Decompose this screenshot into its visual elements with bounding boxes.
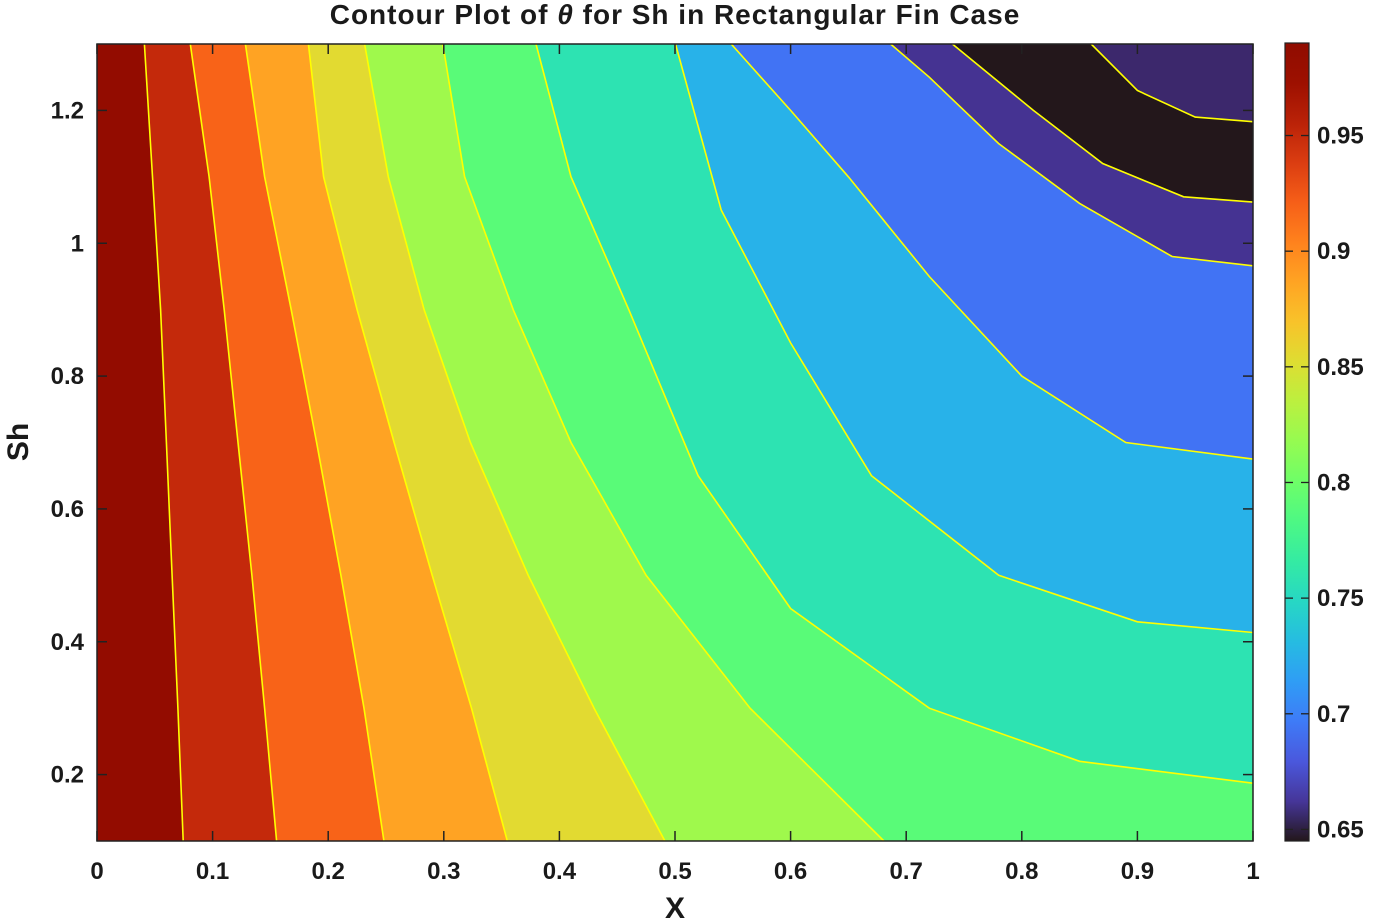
x-tick-label: 0.6 — [774, 858, 807, 885]
y-tick-label: 0.6 — [51, 496, 84, 523]
y-tick-label: 0.4 — [51, 629, 85, 656]
colorbar-tick-label: 0.95 — [1317, 123, 1364, 150]
y-axis: 0.2 0.4 0.6 0.8 1 1.2 — [51, 97, 1253, 789]
title-theta-symbol: θ — [557, 0, 574, 30]
contour-line — [363, 44, 666, 841]
colorbar — [1284, 42, 1310, 842]
contour-line — [307, 44, 509, 841]
y-tick-label: 0.8 — [51, 363, 84, 390]
contour-line — [890, 44, 1253, 267]
colorbar-tick-label: 0.75 — [1317, 585, 1364, 612]
x-tick-label: 0.4 — [543, 858, 577, 885]
x-tick-label: 0.5 — [658, 858, 691, 885]
contour-line — [951, 44, 1253, 203]
colorbar-tick-label: 0.9 — [1317, 238, 1350, 265]
y-tick-label: 1 — [71, 230, 84, 257]
colorbar-tick-label: 0.8 — [1317, 469, 1350, 496]
x-tick-label: 1 — [1246, 858, 1259, 885]
colorbar-axis: 0.65 0.7 0.75 0.8 0.85 0.9 0.95 — [1285, 123, 1364, 843]
x-tick-label: 0.3 — [427, 858, 460, 885]
contour-line — [244, 44, 385, 841]
y-tick-label: 0.2 — [51, 762, 84, 789]
y-axis-title: Sh — [2, 423, 35, 461]
x-tick-label: 0.2 — [312, 858, 345, 885]
contour-line — [730, 44, 1253, 460]
contour-lines — [143, 44, 1253, 841]
contour-fills — [97, 44, 1253, 841]
contour-line — [189, 44, 278, 841]
x-axis: 0 0.1 0.2 0.3 0.4 0.5 0.6 0.7 0.8 0.9 1 — [90, 44, 1260, 885]
title-text: for Sh in Rectangular Fin Case — [574, 0, 1020, 30]
x-tick-label: 0.7 — [890, 858, 923, 885]
chart-title: Contour Plot of θ for Sh in Rectangular … — [330, 0, 1021, 30]
x-tick-label: 0.9 — [1121, 858, 1154, 885]
y-tick-label: 1.2 — [51, 97, 84, 124]
colorbar-tick-label: 0.85 — [1317, 354, 1364, 381]
colorbar-tick-label: 0.7 — [1317, 701, 1350, 728]
contour-line — [535, 44, 1253, 784]
x-tick-label: 0 — [90, 858, 103, 885]
title-text: Contour Plot of — [330, 0, 558, 30]
x-tick-label: 0.8 — [1005, 858, 1038, 885]
contour-band-coolest — [1091, 44, 1253, 122]
contour-line — [1090, 44, 1253, 123]
x-axis-title: X — [665, 892, 685, 922]
colorbar-tick-label: 0.65 — [1317, 816, 1364, 843]
x-tick-label: 0.1 — [196, 858, 229, 885]
contour-line — [143, 44, 184, 841]
contour-line — [442, 44, 885, 841]
contour-line — [674, 44, 1253, 634]
